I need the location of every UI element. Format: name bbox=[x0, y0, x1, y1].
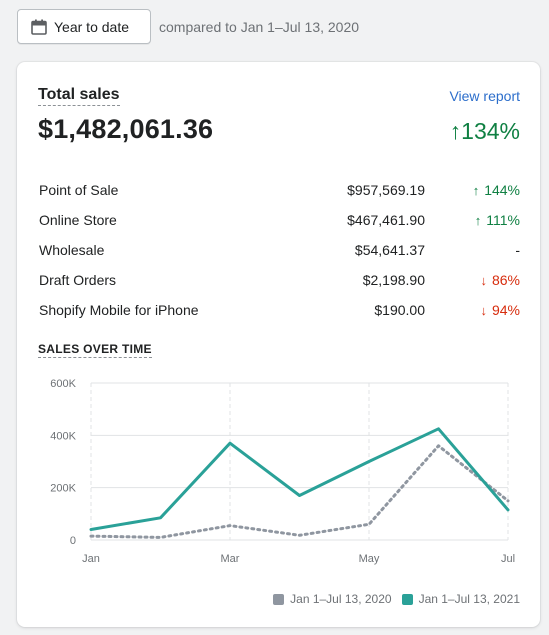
total-sales-value: $1,482,061.36 bbox=[38, 114, 214, 144]
total-sales-card: Total sales View report $1,482,061.36 ↑1… bbox=[17, 62, 540, 627]
legend-item-current[interactable]: Jan 1–Jul 13, 2021 bbox=[401, 592, 520, 606]
arrow-up-icon: ↑ bbox=[449, 118, 462, 144]
total-change-value: 134% bbox=[461, 118, 520, 144]
arrow-up-icon: ↑ bbox=[474, 213, 482, 228]
channel-change: ↑ 144% bbox=[425, 182, 520, 198]
channel-change: - bbox=[425, 242, 520, 258]
card-title[interactable]: Total sales bbox=[38, 86, 120, 106]
breakdown-row: Wholesale $54,641.37 - bbox=[39, 235, 520, 265]
legend-swatch bbox=[401, 593, 413, 605]
channel-value: $2,198.90 bbox=[362, 272, 425, 288]
channel-change: ↑ 111% bbox=[425, 212, 520, 228]
channel-change-value: 144% bbox=[484, 182, 520, 198]
breakdown-row: Point of Sale $957,569.19 ↑ 144% bbox=[39, 175, 520, 205]
x-tick-label: May bbox=[359, 553, 380, 565]
channel-value: $54,641.37 bbox=[354, 242, 425, 258]
sales-over-time-chart[interactable]: 0 200K 400K 600K Jan Mar May Jul bbox=[17, 362, 540, 582]
y-tick-label: 600K bbox=[50, 378, 76, 390]
chart-legend: Jan 1–Jul 13, 2020 Jan 1–Jul 13, 2021 bbox=[263, 592, 520, 606]
channel-change: ↓ 94% bbox=[425, 302, 520, 318]
legend-item-previous[interactable]: Jan 1–Jul 13, 2020 bbox=[273, 592, 392, 606]
channel-value: $957,569.19 bbox=[347, 182, 425, 198]
breakdown-row: Online Store $467,461.90 ↑ 111% bbox=[39, 205, 520, 235]
channel-value: $190.00 bbox=[374, 302, 425, 318]
x-tick-label: Jan bbox=[82, 553, 100, 565]
channel-change: ↓ 86% bbox=[425, 272, 520, 288]
legend-swatch bbox=[273, 593, 285, 605]
toolbar: Year to date compared to Jan 1–Jul 13, 2… bbox=[17, 9, 359, 44]
sales-breakdown-table: Point of Sale $957,569.19 ↑ 144% Online S… bbox=[39, 175, 520, 325]
arrow-down-icon: ↓ bbox=[480, 303, 487, 318]
breakdown-row: Draft Orders $2,198.90 ↓ 86% bbox=[39, 265, 520, 295]
channel-change-value: 86% bbox=[491, 272, 520, 288]
y-tick-label: 0 bbox=[70, 535, 76, 547]
series-line-current bbox=[89, 427, 510, 531]
calendar-icon bbox=[31, 19, 47, 35]
arrow-down-icon: ↓ bbox=[480, 273, 487, 288]
date-range-button[interactable]: Year to date bbox=[17, 9, 151, 44]
breakdown-row: Shopify Mobile for iPhone $190.00 ↓ 94% bbox=[39, 295, 520, 325]
channel-name: Wholesale bbox=[39, 242, 105, 258]
channel-name: Shopify Mobile for iPhone bbox=[39, 302, 199, 318]
channel-name: Online Store bbox=[39, 212, 117, 228]
sales-over-time-title[interactable]: SALES OVER TIME bbox=[38, 342, 152, 358]
date-range-label: Year to date bbox=[54, 18, 129, 35]
legend-label: Jan 1–Jul 13, 2020 bbox=[290, 592, 392, 606]
total-sales-change: ↑134% bbox=[450, 118, 520, 145]
x-tick-label: Jul bbox=[501, 553, 515, 565]
channel-name: Point of Sale bbox=[39, 182, 119, 198]
channel-change-value: - bbox=[515, 242, 520, 258]
y-tick-label: 400K bbox=[50, 430, 76, 442]
legend-label: Jan 1–Jul 13, 2021 bbox=[418, 592, 520, 606]
channel-value: $467,461.90 bbox=[347, 212, 425, 228]
channel-change-value: 94% bbox=[491, 302, 520, 318]
view-report-link[interactable]: View report bbox=[449, 88, 520, 104]
channel-name: Draft Orders bbox=[39, 272, 117, 288]
series-line-previous bbox=[89, 444, 510, 539]
x-tick-label: Mar bbox=[221, 553, 240, 565]
y-tick-label: 200K bbox=[50, 483, 76, 495]
comparison-period-text: compared to Jan 1–Jul 13, 2020 bbox=[159, 18, 360, 35]
channel-change-value: 111% bbox=[486, 212, 520, 228]
arrow-up-icon: ↑ bbox=[472, 183, 480, 198]
